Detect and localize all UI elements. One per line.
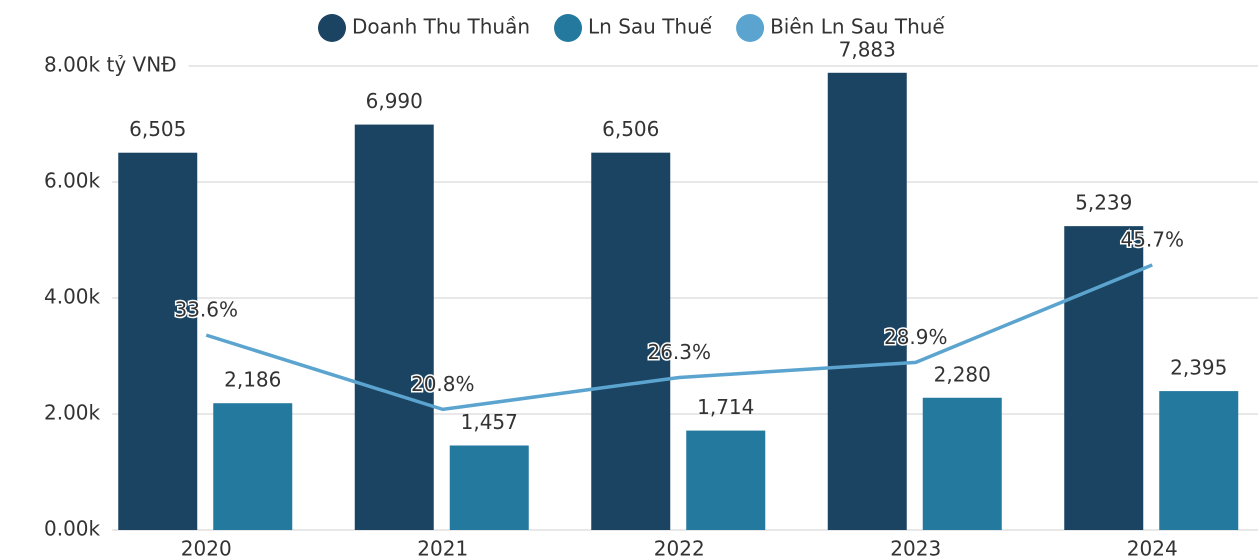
x-tick-label: 2022 xyxy=(654,537,705,560)
x-tick-label: 2020 xyxy=(181,537,232,560)
legend-label: Ln Sau Thuế xyxy=(588,15,713,39)
data-label: 45.7% xyxy=(1120,227,1184,251)
data-label: 20.8% xyxy=(411,372,475,396)
y-tick-label: 4.00k xyxy=(44,285,101,309)
bar xyxy=(1159,391,1239,530)
x-tick-label: 2021 xyxy=(417,537,468,560)
bar xyxy=(449,445,529,530)
data-label: 1,714 xyxy=(697,395,754,419)
bar xyxy=(354,124,434,530)
legend-label: Biên Ln Sau Thuế xyxy=(770,15,945,39)
data-label: 33.6% xyxy=(174,298,238,322)
data-label: 1,457 xyxy=(461,410,518,434)
legend-marker xyxy=(736,14,765,42)
line xyxy=(205,263,1153,412)
y-tick-label: 6.00k xyxy=(44,169,101,193)
data-label: 2,280 xyxy=(934,362,991,386)
data-label: 2,186 xyxy=(224,368,281,392)
data-label: 7,883 xyxy=(839,37,896,61)
data-label: 26.3% xyxy=(647,340,711,364)
x-tick-label: 2023 xyxy=(890,537,941,560)
legend-label: Doanh Thu Thuần xyxy=(352,15,530,39)
bar xyxy=(213,403,293,530)
y-tick-label: 2.00k xyxy=(44,401,101,425)
bar xyxy=(922,397,1002,530)
y-tick-label: 8.00k tỷ VNĐ xyxy=(44,53,177,77)
data-label: 2,395 xyxy=(1170,356,1227,380)
legend-marker xyxy=(554,14,583,42)
data-label: 6,505 xyxy=(129,117,186,141)
legend-marker xyxy=(318,14,346,42)
data-label: 28.9% xyxy=(884,325,948,349)
y-tick-label: 0.00k xyxy=(44,517,101,541)
data-label: 6,990 xyxy=(366,89,423,113)
bar xyxy=(591,152,671,531)
bar xyxy=(1064,226,1144,530)
x-tick-label: 2024 xyxy=(1127,537,1178,560)
bar xyxy=(827,72,907,530)
data-label: 5,239 xyxy=(1075,191,1132,215)
bar xyxy=(118,152,198,530)
bar xyxy=(686,430,766,530)
data-label: 6,506 xyxy=(602,117,659,141)
